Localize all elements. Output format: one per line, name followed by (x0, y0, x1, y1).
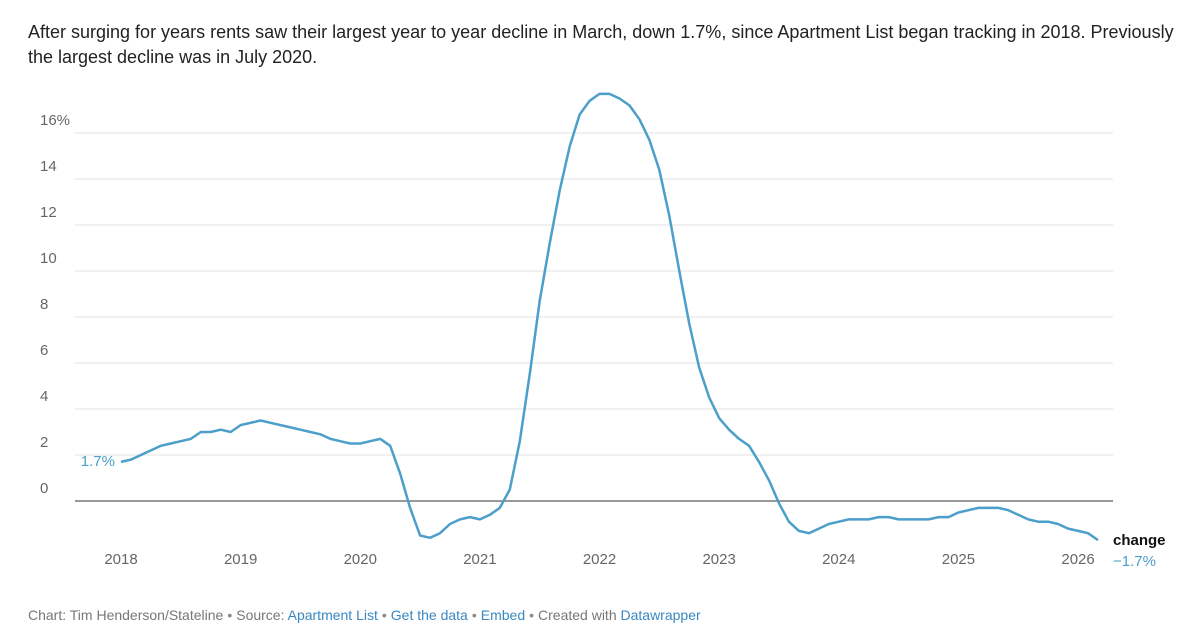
value-label: 1.7% (81, 453, 115, 470)
y-tick-label: 12 (40, 204, 57, 221)
y-tick-label: 0 (40, 480, 48, 497)
x-tick-label: 2019 (224, 551, 257, 568)
y-tick-label: 10 (40, 250, 57, 267)
footer: Chart: Tim Henderson/Stateline Source: Ap… (28, 607, 701, 623)
x-tick-label: 2022 (583, 551, 616, 568)
chart-title: After surging for years rents saw their … (28, 22, 1174, 67)
embed-link[interactable]: Embed (480, 607, 526, 623)
value-label: −1.7% (1113, 553, 1156, 570)
y-tick-label: 6 (40, 342, 48, 359)
y-tick-label: 4 (40, 388, 48, 405)
source-link[interactable]: Apartment List (287, 607, 378, 623)
y-tick-label: 16% (40, 112, 70, 129)
y-tick-label: 14 (40, 158, 57, 175)
x-tick-label: 2026 (1061, 551, 1094, 568)
tool-link[interactable]: Datawrapper (620, 607, 701, 623)
y-tick-label: 2 (40, 434, 48, 451)
series-label: change (1113, 532, 1166, 549)
source-label: Source: (236, 607, 285, 623)
x-tick-label: 2023 (702, 551, 735, 568)
x-tick-label: 2025 (942, 551, 975, 568)
x-tick-label: 2024 (822, 551, 855, 568)
x-tick-label: 2018 (104, 551, 137, 568)
credit: Chart: Tim Henderson/Stateline (28, 607, 224, 623)
line (120, 92, 1099, 542)
created: Created with (538, 607, 617, 623)
y-tick-label: 8 (40, 296, 48, 313)
get-data-link[interactable]: Get the data (390, 607, 468, 623)
x-tick-label: 2020 (344, 551, 377, 568)
x-tick-label: 2021 (463, 551, 496, 568)
